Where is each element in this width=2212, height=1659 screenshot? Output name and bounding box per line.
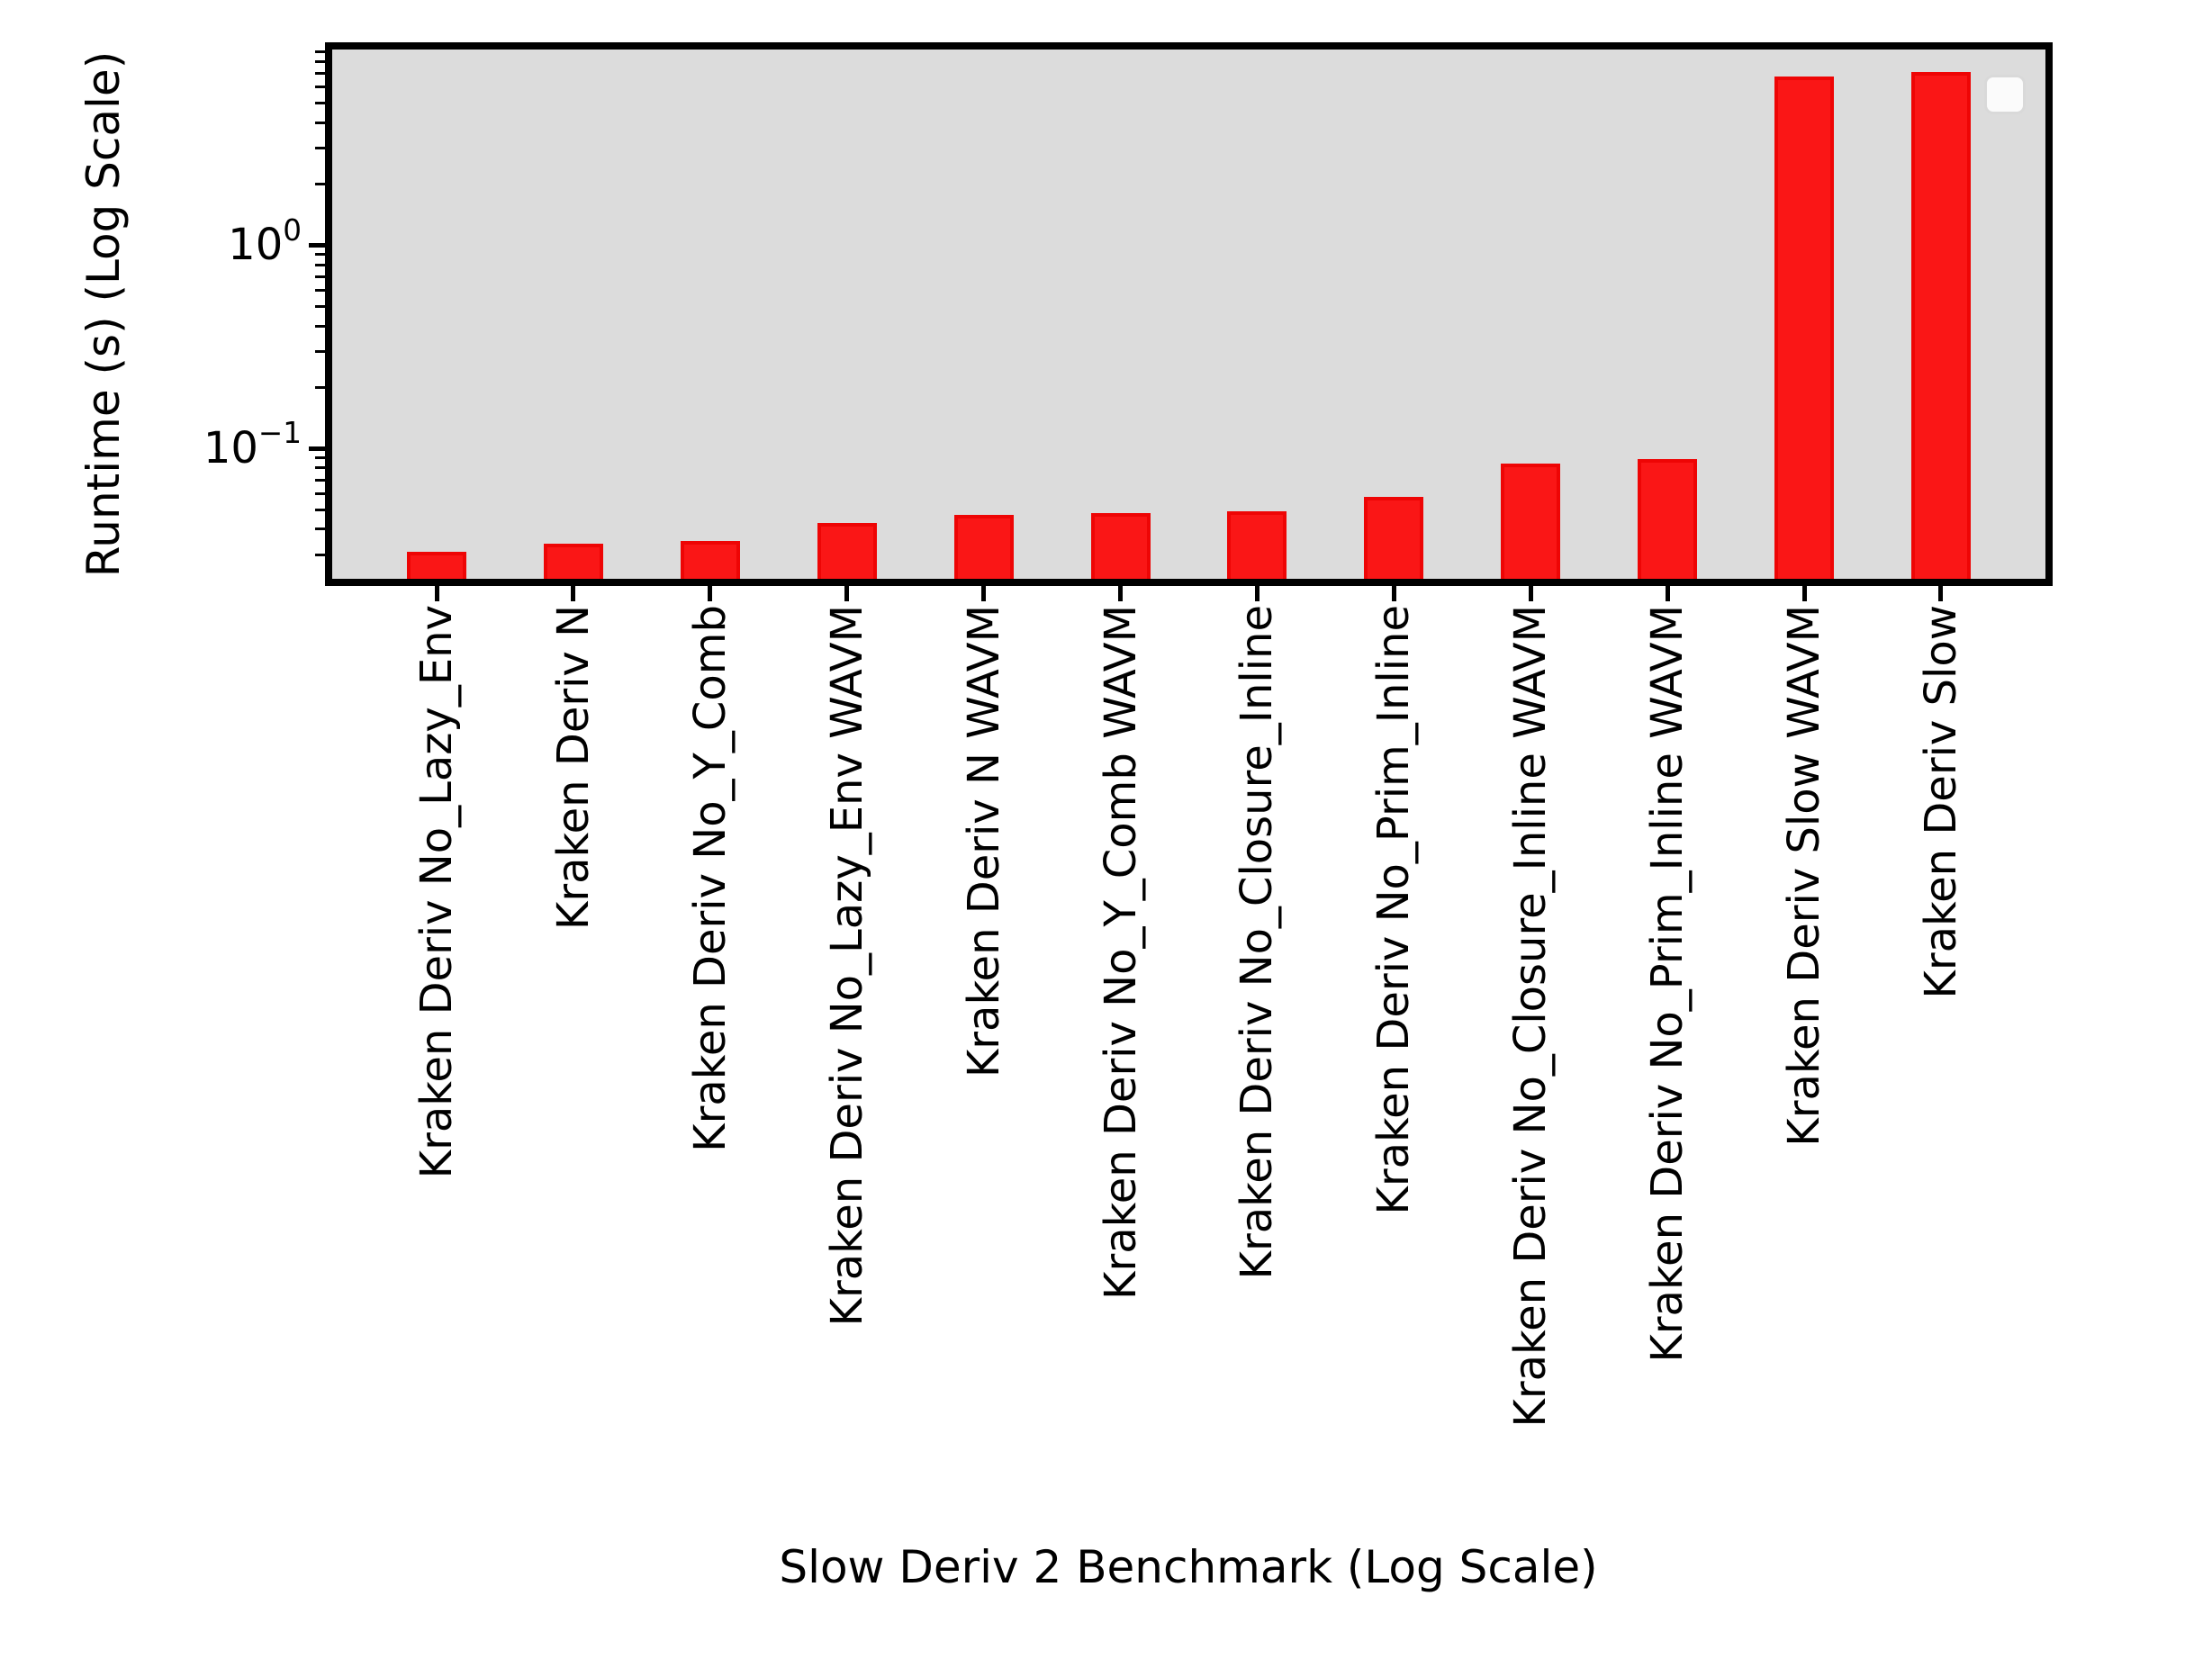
y-tick-mark-minor	[315, 102, 325, 105]
bar	[1364, 497, 1424, 579]
x-tick-mark	[1391, 586, 1396, 601]
y-tick-mark-minor	[315, 527, 325, 531]
x-tick-mark	[1118, 586, 1123, 601]
y-tick-mark-minor	[315, 289, 325, 293]
y-tick-mark-minor	[315, 304, 325, 308]
bar	[1638, 459, 1698, 579]
bar	[817, 523, 877, 579]
x-tick-label: Kraken Deriv Slow	[1915, 605, 1966, 999]
y-axis-label: Runtime (s) (Log Scale)	[77, 50, 130, 578]
x-tick-mark	[1801, 586, 1807, 601]
bar	[953, 515, 1014, 579]
y-tick-mark-minor	[315, 253, 325, 257]
y-tick-mark-minor	[315, 478, 325, 482]
x-axis-label: Slow Deriv 2 Benchmark (Log Scale)	[779, 1541, 1598, 1593]
x-tick-label: Kraken Deriv No_Lazy_Env	[411, 605, 462, 1179]
plot-area	[325, 42, 2053, 586]
x-tick-mark	[844, 586, 850, 601]
x-tick-mark	[1665, 586, 1670, 601]
x-tick-label: Kraken Deriv No_Prim_Inline WAVM	[1642, 605, 1693, 1363]
x-tick-label: Kraken Deriv No_Lazy_Env WAVM	[821, 605, 872, 1327]
x-tick-label: Kraken Deriv N WAVM	[958, 605, 1009, 1078]
bar	[1090, 513, 1151, 579]
y-tick-mark-minor	[315, 86, 325, 89]
y-tick-label: 10−1	[203, 416, 302, 474]
y-tick-mark-minor	[315, 50, 325, 53]
x-tick-label: Kraken Deriv Slow WAVM	[1779, 605, 1829, 1147]
y-tick-mark-minor	[315, 60, 325, 64]
bar	[1910, 72, 1971, 579]
x-tick-label: Kraken Deriv No_Y_Comb	[684, 605, 736, 1152]
bar	[407, 552, 466, 579]
y-tick-mark-minor	[315, 455, 325, 459]
bar	[543, 544, 603, 579]
x-tick-mark	[434, 586, 439, 601]
y-tick-mark-minor	[315, 263, 325, 266]
bar	[1501, 464, 1561, 579]
bar	[1774, 77, 1834, 579]
x-tick-mark	[1938, 586, 1944, 601]
x-tick-mark	[981, 586, 987, 601]
x-tick-mark	[571, 586, 576, 601]
y-tick-mark-minor	[315, 466, 325, 470]
legend-box	[1984, 75, 2026, 114]
y-tick-mark-major	[309, 446, 325, 451]
bar	[1227, 511, 1287, 579]
y-tick-label: 100	[228, 212, 302, 271]
y-tick-mark-minor	[315, 122, 325, 125]
y-tick-mark-major	[309, 242, 325, 248]
bar	[680, 541, 740, 579]
y-tick-mark-minor	[315, 72, 325, 76]
x-tick-mark	[1254, 586, 1259, 601]
y-tick-mark-minor	[315, 385, 325, 389]
x-tick-label: Kraken Deriv No_Prim_Inline	[1368, 605, 1420, 1215]
x-tick-mark	[708, 586, 713, 601]
y-tick-mark-minor	[315, 275, 325, 278]
y-tick-mark-minor	[315, 147, 325, 150]
x-tick-mark	[1528, 586, 1533, 601]
x-tick-label: Kraken Deriv No_Closure_Inline	[1232, 605, 1283, 1280]
y-tick-mark-minor	[315, 553, 325, 556]
x-tick-label: Kraken Deriv N	[547, 605, 599, 931]
y-tick-mark-minor	[315, 508, 325, 511]
x-tick-label: Kraken Deriv No_Y_Comb WAVM	[1095, 605, 1146, 1300]
y-tick-mark-minor	[315, 491, 325, 495]
y-tick-mark-minor	[315, 349, 325, 353]
x-tick-label: Kraken Deriv No_Closure_Inline WAVM	[1505, 605, 1557, 1428]
y-tick-mark-minor	[315, 324, 325, 328]
y-tick-mark-minor	[315, 183, 325, 186]
